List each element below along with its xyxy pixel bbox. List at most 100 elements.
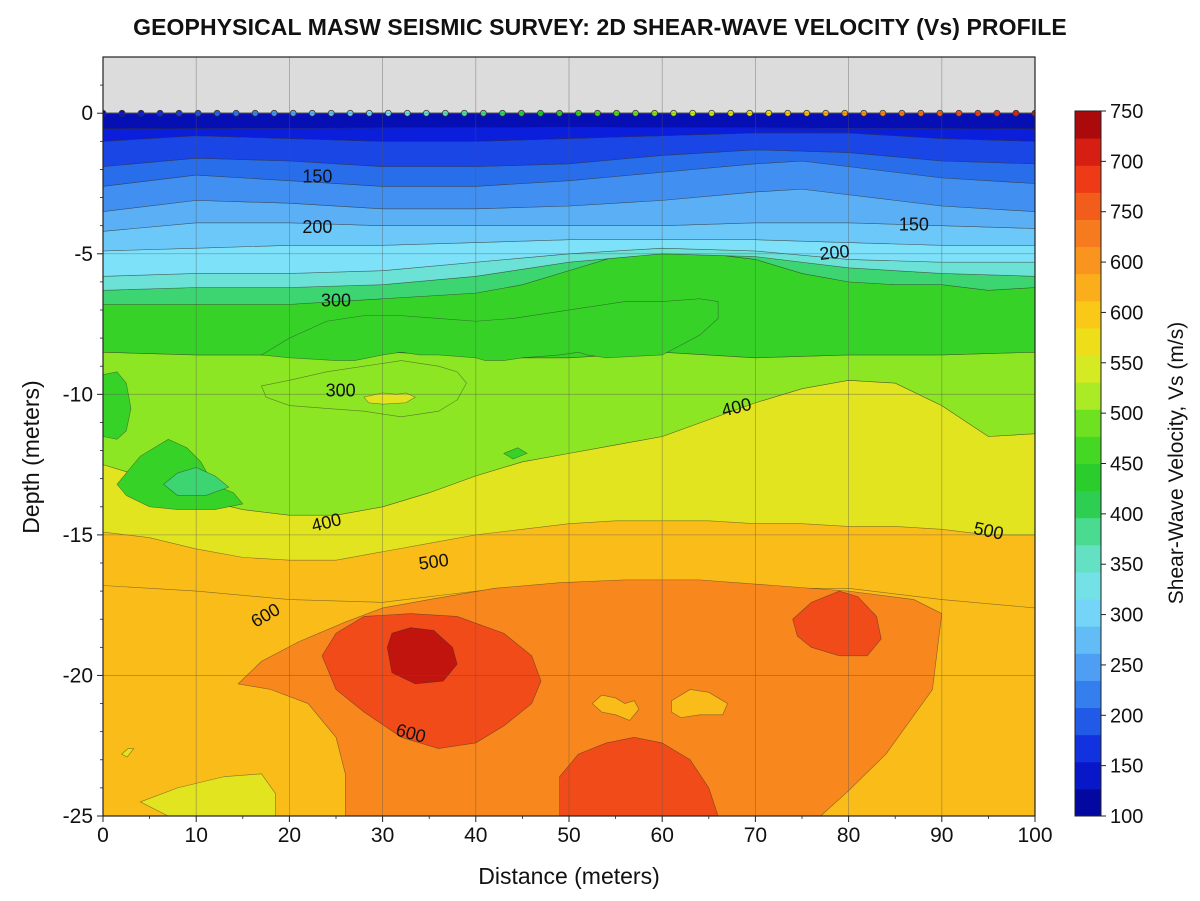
geophone-marker — [213, 109, 221, 117]
geophone-marker — [746, 109, 754, 117]
y-tick-label: -25 — [63, 805, 93, 828]
colorbar-tick-label: 750 — [1110, 101, 1143, 123]
y-tick-label: -5 — [74, 243, 93, 266]
x-tick-label: 0 — [97, 824, 109, 847]
geophone-marker — [1031, 109, 1035, 117]
geophone-marker — [137, 109, 145, 117]
colorbar-segment — [1075, 626, 1101, 654]
geophone-marker — [289, 109, 297, 117]
colorbar-segment — [1075, 707, 1101, 736]
geophone-marker — [403, 109, 411, 117]
geophone-marker — [308, 109, 316, 117]
geophone-marker — [613, 109, 620, 117]
velocity-anomaly — [139, 773, 276, 816]
contour-label: 300 — [326, 380, 356, 400]
contour-label: 150 — [899, 214, 929, 234]
colorbar-segment — [1075, 517, 1101, 546]
x-tick-label: 80 — [837, 824, 860, 847]
geophone-marker — [955, 109, 963, 117]
geophone-marker — [441, 109, 449, 117]
geophone-marker — [384, 109, 392, 117]
x-tick-label: 60 — [651, 824, 674, 847]
y-tick-label: 0 — [81, 102, 93, 125]
colorbar-segment — [1075, 192, 1101, 220]
x-tick-label: 50 — [557, 824, 580, 847]
geophone-marker — [917, 109, 925, 117]
geophone-marker — [1012, 109, 1020, 117]
geophone-marker — [156, 109, 164, 117]
colorbar-segment — [1075, 138, 1101, 166]
geophone-marker — [670, 109, 678, 117]
colorbar-segment — [1075, 409, 1101, 437]
colorbar-tick-label: 200 — [1110, 705, 1143, 727]
geophone-marker — [993, 109, 1001, 117]
colorbar-tick-label: 400 — [1110, 504, 1143, 526]
geophone-marker — [974, 109, 982, 117]
colorbar-tick-label: 750 — [1110, 202, 1143, 224]
colorbar-segment — [1075, 300, 1101, 329]
geophone-marker — [898, 109, 906, 117]
x-tick-label: 100 — [1017, 824, 1052, 847]
colorbar-tick-label: 250 — [1110, 655, 1143, 677]
y-axis-label: Depth (meters) — [18, 380, 44, 533]
geophone-marker — [365, 109, 373, 117]
geophone-marker — [537, 109, 544, 117]
geophone-marker — [803, 109, 811, 117]
geophone-marker — [460, 109, 468, 117]
geophone-marker — [518, 109, 525, 117]
colorbar-tick-label: 600 — [1110, 252, 1143, 274]
geophone-marker — [727, 109, 735, 117]
geophone-marker — [689, 109, 697, 117]
geophone-marker — [784, 109, 792, 117]
velocity-anomaly — [386, 627, 458, 685]
colorbar-tick-label: 500 — [1110, 403, 1143, 425]
geophone-marker — [936, 109, 944, 117]
geophone-marker — [346, 109, 354, 117]
colorbar-segment — [1075, 761, 1101, 790]
x-tick-label: 20 — [278, 824, 301, 847]
x-axis-label: Distance (meters) — [478, 863, 659, 889]
geophone-marker — [422, 109, 430, 117]
colorbar-segment — [1075, 734, 1101, 763]
velocity-anomaly — [591, 694, 640, 721]
geophone-marker — [765, 109, 773, 117]
y-tick-label: -20 — [63, 664, 93, 687]
colorbar-tick-label: 700 — [1110, 151, 1143, 173]
geophone-marker — [175, 109, 183, 117]
velocity-anomaly — [121, 748, 135, 758]
y-tick-label: -10 — [63, 383, 93, 406]
colorbar-segment — [1075, 463, 1101, 492]
velocity-anomaly — [671, 689, 728, 718]
colorbar-tick-label: 100 — [1110, 806, 1143, 828]
colorbar-segment — [1075, 382, 1101, 410]
colorbar-tick-label: 150 — [1110, 756, 1143, 778]
colorbar-segment — [1075, 355, 1101, 383]
colorbar-tick-label: 600 — [1110, 302, 1143, 324]
geophone-marker — [575, 109, 582, 117]
geophone-marker — [632, 109, 639, 117]
geophone-marker — [822, 109, 830, 117]
geophone-marker — [232, 109, 240, 117]
geophone-marker — [556, 109, 563, 117]
colorbar-tick-label: 350 — [1110, 554, 1143, 576]
colorbar-segment — [1075, 680, 1101, 709]
colorbar-segment — [1075, 327, 1101, 356]
colorbar-tick-label: 300 — [1110, 605, 1143, 627]
colorbar-segment — [1075, 653, 1101, 681]
colorbar-segment — [1075, 111, 1101, 139]
geophone-marker — [327, 109, 335, 117]
velocity-pocket — [261, 360, 467, 418]
geophone-marker — [118, 109, 126, 117]
geophone-marker — [651, 109, 658, 117]
contour-label: 300 — [321, 290, 351, 310]
x-tick-label: 90 — [930, 824, 953, 847]
x-tick-label: 40 — [464, 824, 487, 847]
contour-label: 200 — [819, 241, 851, 264]
velocity-pocket — [363, 392, 416, 405]
geophone-marker — [270, 109, 278, 117]
y-tick-label: -15 — [63, 524, 93, 547]
velocity-pocket — [163, 467, 230, 496]
colorbar-segment — [1075, 436, 1101, 464]
